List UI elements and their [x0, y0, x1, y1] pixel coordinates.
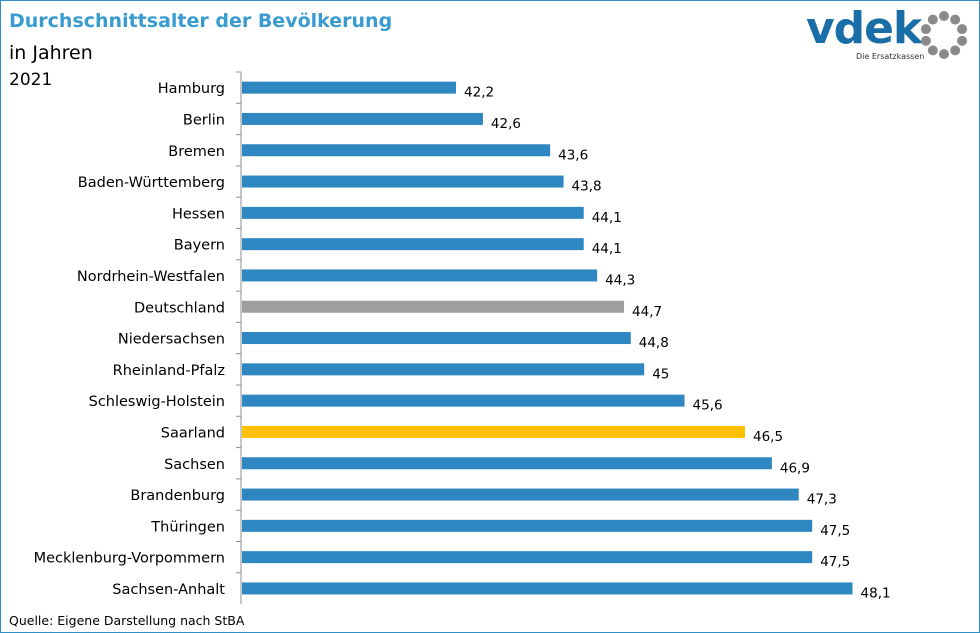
bar	[242, 519, 813, 532]
logo-ring-dot	[957, 35, 968, 46]
bar	[242, 81, 457, 94]
category-label: Niedersachsen	[118, 332, 225, 348]
category-label: Deutschland	[134, 300, 225, 316]
logo-ring-dot	[950, 14, 961, 25]
bar	[242, 425, 745, 438]
bar	[242, 363, 645, 376]
bar	[242, 238, 584, 251]
value-label: 45	[652, 366, 669, 382]
category-label: Bayern	[174, 238, 225, 254]
category-label: Saarland	[161, 425, 225, 441]
logo-ring-dot	[920, 24, 931, 35]
value-label: 42,2	[464, 85, 494, 101]
bar	[242, 144, 551, 157]
chart-year: 2021	[9, 70, 53, 90]
bar	[242, 394, 685, 407]
bar	[242, 332, 631, 345]
source-note: Quelle: Eigene Darstellung nach StBA	[9, 613, 245, 628]
bar	[242, 457, 772, 470]
value-label: 42,6	[491, 116, 521, 132]
value-label: 48,1	[861, 585, 891, 601]
logo-ring-dot	[927, 45, 938, 56]
category-label: Schleswig-Holstein	[89, 394, 225, 410]
value-label: 44,7	[632, 304, 662, 320]
category-label: Thüringen	[150, 519, 225, 535]
value-label: 47,5	[820, 523, 850, 539]
bar	[242, 551, 813, 564]
bar	[242, 175, 564, 188]
bar	[242, 488, 799, 501]
value-label: 43,6	[558, 147, 588, 163]
category-label: Brandenburg	[130, 488, 225, 504]
category-label: Sachsen-Anhalt	[112, 582, 225, 598]
value-label: 44,1	[592, 241, 622, 257]
dotted-ring-icon	[920, 11, 968, 59]
bar	[242, 582, 853, 595]
vdek-logo: vdek Die Ersatzkassen	[806, 3, 971, 67]
value-label: 47,3	[807, 492, 837, 508]
value-label: 46,9	[780, 460, 810, 476]
value-label: 44,8	[639, 335, 669, 351]
bar	[242, 269, 598, 282]
logo-wordmark: vdek	[806, 3, 922, 54]
category-label: Sachsen	[164, 457, 225, 473]
category-label: Berlin	[183, 112, 225, 128]
chart-subtitle: in Jahren	[9, 42, 93, 64]
value-label: 44,1	[592, 210, 622, 226]
value-label: 45,6	[693, 398, 723, 414]
category-label: Bremen	[168, 144, 225, 160]
value-label: 44,3	[605, 272, 635, 288]
logo-ring-dot	[957, 24, 968, 35]
category-label: Baden-Württemberg	[78, 175, 225, 191]
category-label: Nordrhein-Westfalen	[77, 269, 225, 285]
category-label: Hessen	[172, 206, 225, 222]
value-label: 47,5	[820, 554, 850, 570]
chart-title: Durchschnittsalter der Bevölkerung	[9, 10, 393, 32]
logo-ring-dot	[927, 14, 938, 25]
bar	[242, 112, 483, 125]
value-label: 43,8	[572, 179, 602, 195]
value-label: 46,5	[753, 429, 783, 445]
logo-ring-dot	[939, 49, 949, 59]
logo-tagline: Die Ersatzkassen	[856, 52, 925, 61]
category-label: Mecklenburg-Vorpommern	[34, 551, 225, 567]
logo-ring-dot	[920, 35, 931, 46]
logo-ring-dot	[939, 11, 949, 21]
bar	[242, 300, 625, 313]
bar	[242, 206, 584, 219]
category-label: Rheinland-Pfalz	[113, 363, 225, 379]
category-label: Hamburg	[158, 81, 225, 97]
logo-ring-dot	[950, 45, 961, 56]
